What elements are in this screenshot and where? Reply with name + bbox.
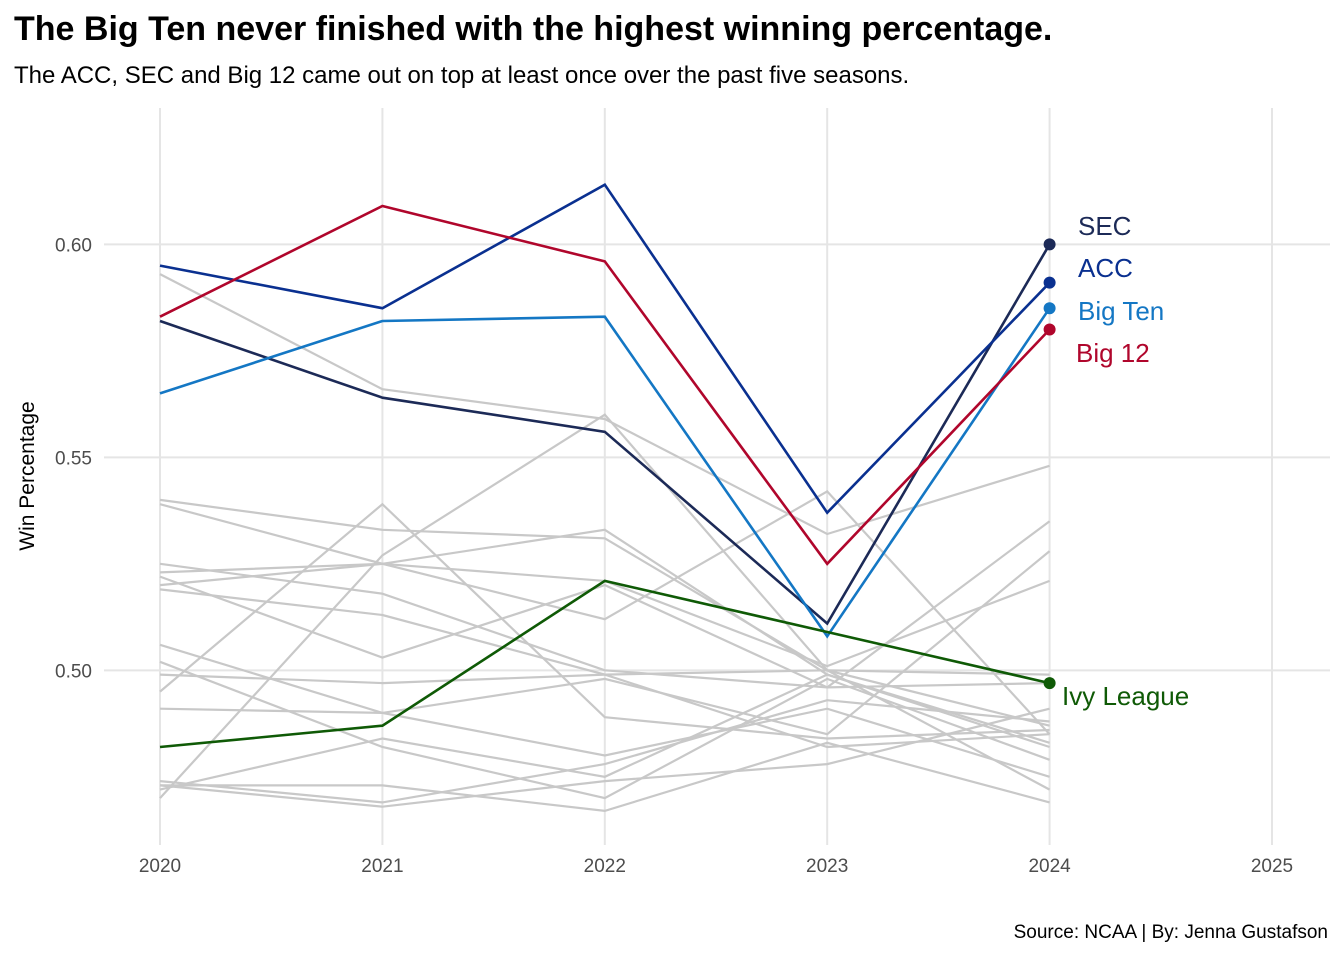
background-series-line — [159, 498, 1050, 727]
background-series-line — [159, 660, 1050, 800]
background-series-line — [159, 528, 1050, 744]
y-tick-label: 0.60 — [55, 235, 92, 256]
x-tick-label: 2023 — [806, 856, 848, 877]
series-line — [159, 204, 1051, 566]
series-end-point — [1043, 238, 1056, 251]
axis-ticks: 2020 2021 2022 2023 2024 2025 0.50 0.55 0.60 — [55, 235, 1293, 877]
x-tick-label: 2022 — [584, 856, 626, 877]
background-series-line — [159, 707, 1050, 808]
series-line — [159, 579, 1050, 749]
background-series-line — [160, 741, 1050, 813]
background-series-line — [159, 502, 1050, 740]
series-line — [159, 182, 1051, 515]
y-axis-label: Win Percentage — [16, 401, 39, 550]
series-label: Ivy League — [1062, 681, 1189, 711]
y-tick-label: 0.55 — [55, 448, 92, 469]
background-series-line — [159, 673, 1050, 791]
background-series-line — [159, 520, 1051, 689]
background-series-line — [159, 673, 1050, 749]
grid-lines — [104, 108, 1330, 845]
source-caption: Source: NCAA | By: Jenna Gustafson — [1013, 922, 1328, 943]
series-end-point — [1043, 677, 1056, 690]
background-series-line — [159, 490, 1051, 735]
chart-title: The Big Ten never finished with the high… — [14, 10, 1053, 48]
background-series-line — [159, 550, 1051, 736]
series-line — [159, 243, 1051, 626]
background-series-line — [159, 413, 1051, 799]
background-series-line — [159, 562, 1050, 689]
series-line — [159, 307, 1051, 639]
series-label: SEC — [1078, 211, 1131, 241]
background-series — [159, 273, 1051, 813]
highlighted-series: SEC ACC Big Ten Big 12 Ivy League — [159, 182, 1189, 749]
series-label: Big 12 — [1076, 338, 1150, 368]
x-tick-label: 2021 — [361, 856, 403, 877]
x-tick-label: 2025 — [1251, 856, 1293, 877]
series-end-point — [1043, 323, 1056, 336]
x-tick-label: 2024 — [1028, 856, 1071, 877]
series-end-point — [1043, 302, 1056, 315]
y-tick-label: 0.50 — [55, 661, 92, 682]
background-series-line — [159, 707, 1050, 778]
x-tick-label: 2020 — [139, 856, 181, 877]
background-series-line — [159, 699, 1050, 804]
series-label: Big Ten — [1078, 296, 1164, 326]
series-end-point — [1043, 276, 1056, 289]
series-label: ACC — [1078, 253, 1133, 283]
background-series-line — [159, 273, 1050, 536]
chart-subtitle: The ACC, SEC and Big 12 came out on top … — [14, 62, 910, 89]
